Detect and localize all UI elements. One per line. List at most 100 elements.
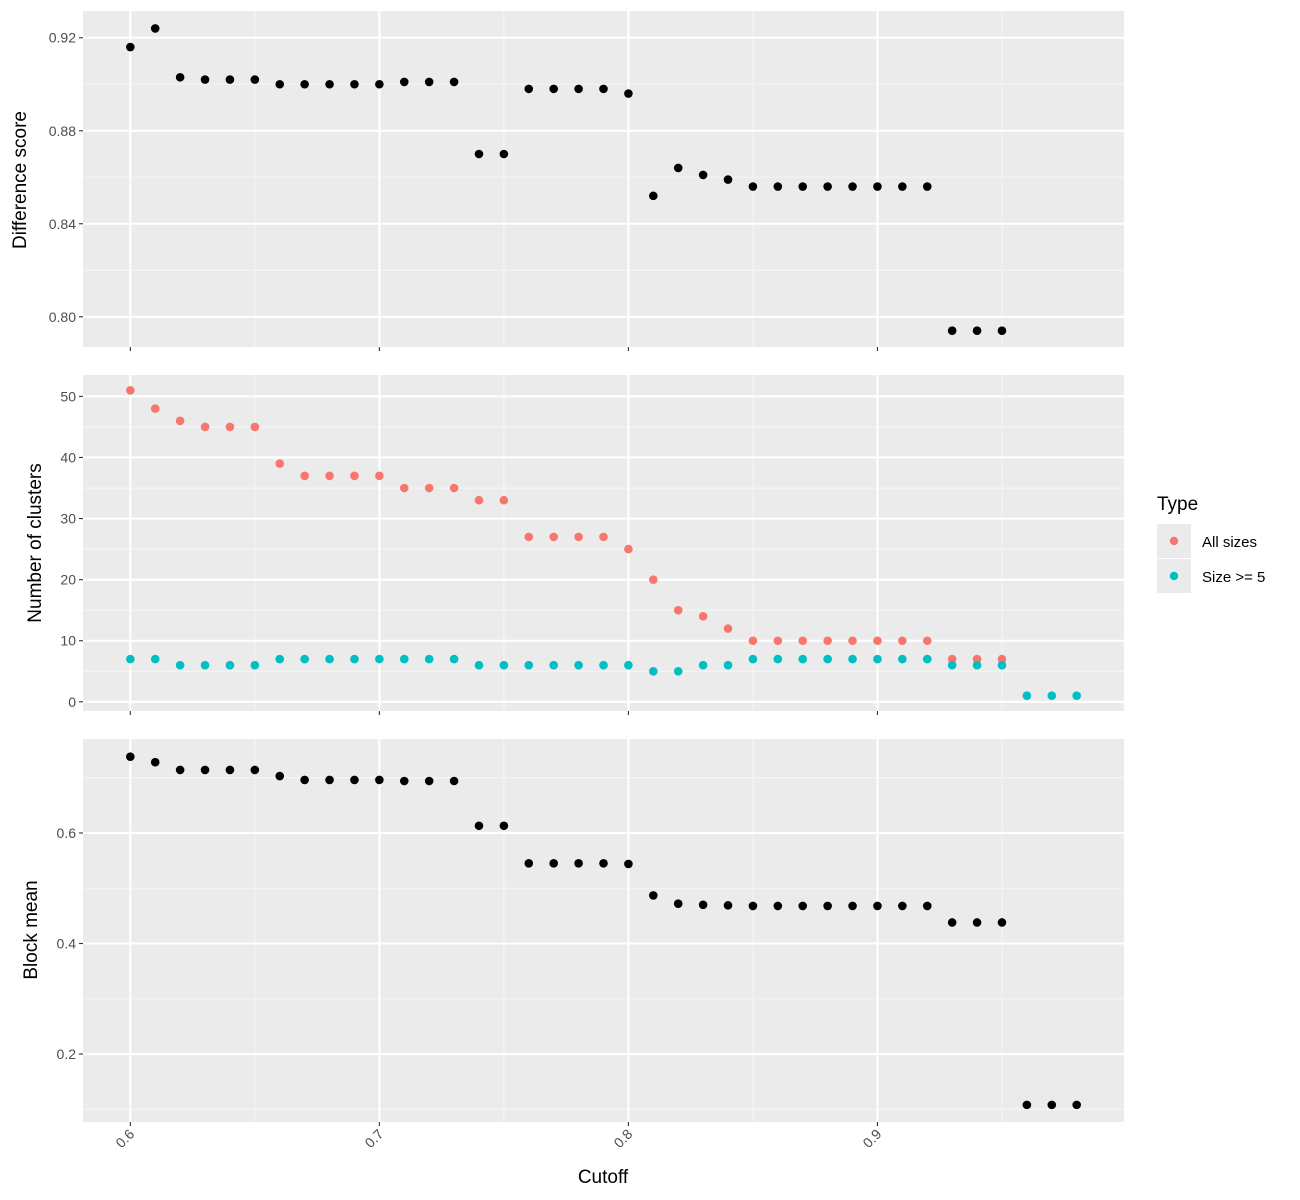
block-mean-point-series-0-0-6 [126,752,135,761]
difference-score-point-series-0-0-77 [549,84,558,94]
difference-score-point-series-0-0-68 [325,79,334,89]
block-mean-point-series-0-0-82 [673,899,683,908]
block-mean-point-series-0-0-79 [599,859,608,868]
difference-score-background [83,11,1124,347]
difference-score-point-series-0-0-6 [126,42,135,52]
number-of-clusters-point-size-5-0-98 [1072,691,1081,701]
number-of-clusters-point-all-sizes-0-9 [873,636,882,646]
difference-score-point-series-0-0-64 [225,75,235,84]
number-of-clusters-point-size-5-0-87 [798,654,808,664]
difference-score-point-series-0-0-75 [499,149,509,159]
difference-score-point-series-0-0-79 [599,84,608,94]
number-of-clusters-point-size-5-0-93 [947,660,957,670]
block-mean-background [83,739,1124,1122]
number-of-clusters-point-size-5-0-92 [922,654,932,664]
number-of-clusters-point-size-5-0-88 [823,654,832,664]
number-of-clusters-point-size-5-0-78 [574,660,583,670]
difference-score-point-series-0-0-74 [474,149,484,159]
difference-score-point-series-0-0-71 [399,77,409,87]
number-of-clusters-point-all-sizes-0-85 [748,636,758,646]
difference-score-y-title: Difference score [10,111,31,249]
number-of-clusters-point-all-sizes-0-67 [300,471,309,481]
block-mean-point-series-0-0-75 [499,821,509,831]
difference-score-y-tick-label-0-84: 0.84 [49,216,76,232]
number-of-clusters-point-all-sizes-0-91 [898,636,907,646]
block-mean-point-series-0-0-77 [549,859,558,868]
number-of-clusters-point-size-5-0-75 [499,660,509,670]
difference-score-point-series-0-0-91 [898,182,907,191]
number-of-clusters-y-title: Number of clusters [25,463,46,622]
legend-label-all-sizes: All sizes [1202,534,1257,551]
block-mean-point-series-0-0-76 [524,859,534,868]
number-of-clusters-point-size-5-0-64 [225,660,235,670]
number-of-clusters-point-all-sizes-0-92 [922,636,932,646]
difference-score-point-series-0-0-84 [723,175,733,184]
number-of-clusters-point-size-5-0-86 [773,654,783,664]
number-of-clusters-y-ticks: 0 10 20 30 40 50 [60,388,83,710]
difference-score-y-tick-label-0-8: 0.80 [49,309,76,325]
number-of-clusters-background [83,375,1124,711]
difference-score-point-series-0-0-87 [798,182,808,191]
difference-score-panel: 0.80 0.84 0.88 0.92 Difference score [10,11,1124,351]
difference-score-point-series-0-0-66 [275,79,285,89]
block-mean-point-series-0-0-93 [947,918,957,927]
number-of-clusters-point-all-sizes-0-63 [200,422,210,432]
block-mean-point-series-0-0-74 [474,821,484,831]
difference-score-point-series-0-0-88 [823,182,832,191]
block-mean-y-tick-label-0-2: 0.2 [57,1046,77,1062]
difference-score-y-tick-label-0-88: 0.88 [49,123,76,139]
block-mean-y-tick-label-0-4: 0.4 [57,935,77,951]
number-of-clusters-point-size-5-0-68 [325,654,334,664]
number-of-clusters-point-all-sizes-0-72 [424,483,434,493]
number-of-clusters-point-size-5-0-96 [1022,691,1032,701]
block-mean-y-ticks: 0.2 0.4 0.6 [57,825,83,1062]
legend-title: Type [1157,494,1198,515]
difference-score-point-series-0-0-83 [698,170,708,180]
number-of-clusters-point-all-sizes-0-81 [649,575,658,584]
difference-score-point-series-0-0-69 [350,79,359,89]
difference-score-grid [83,11,1124,347]
number-of-clusters-point-size-5-0-94 [972,660,982,670]
difference-score-point-series-0-0-78 [574,84,583,94]
number-of-clusters-grid [83,375,1124,711]
number-of-clusters-point-all-sizes-0-73 [449,483,459,493]
difference-score-point-series-0-0-8 [624,89,633,98]
block-mean-point-series-0-0-64 [225,765,235,775]
difference-score-point-series-0-0-93 [947,326,957,336]
block-mean-points [126,752,1081,1110]
number-of-clusters-point-all-sizes-0-69 [350,471,359,481]
block-mean-point-series-0-0-67 [300,775,309,785]
number-of-clusters-point-all-sizes-0-78 [574,532,583,542]
block-mean-point-series-0-0-81 [649,891,658,900]
difference-score-point-series-0-0-95 [997,326,1007,336]
block-mean-point-series-0-0-98 [1072,1100,1081,1110]
number-of-clusters-point-all-sizes-0-68 [325,471,334,481]
difference-score-point-series-0-0-7 [375,79,384,89]
number-of-clusters-x-ticks [129,711,878,715]
number-of-clusters-point-size-5-0-82 [673,666,683,676]
block-mean-point-series-0-0-96 [1022,1100,1032,1110]
number-of-clusters-point-size-5-0-7 [375,654,384,664]
difference-score-y-tick-label-0-92: 0.92 [49,30,76,46]
number-of-clusters-point-size-5-0-65 [250,660,260,670]
block-mean-point-series-0-0-69 [350,775,359,785]
number-of-clusters-point-all-sizes-0-82 [673,605,683,615]
number-of-clusters-point-all-sizes-0-87 [798,636,808,646]
difference-score-y-ticks: 0.80 0.84 0.88 0.92 [49,30,83,325]
block-mean-point-series-0-0-78 [574,859,583,868]
number-of-clusters-point-all-sizes-0-62 [175,416,185,426]
block-mean-point-series-0-0-61 [150,757,160,767]
block-mean-point-series-0-0-86 [773,901,783,911]
block-mean-point-series-0-0-88 [823,901,832,911]
legend-label-size-ge-5: Size >= 5 [1202,569,1265,586]
number-of-clusters-point-size-5-0-97 [1047,691,1057,701]
number-of-clusters-point-all-sizes-0-65 [250,422,260,432]
difference-score-x-ticks [129,347,878,351]
difference-score-point-series-0-0-61 [150,24,160,33]
number-of-clusters-y-tick-label-50: 50 [60,388,76,404]
number-of-clusters-point-size-5-0-76 [524,660,534,670]
number-of-clusters-point-all-sizes-0-94 [972,654,982,664]
difference-score-point-series-0-0-85 [748,182,758,191]
block-mean-point-series-0-0-94 [972,918,982,927]
